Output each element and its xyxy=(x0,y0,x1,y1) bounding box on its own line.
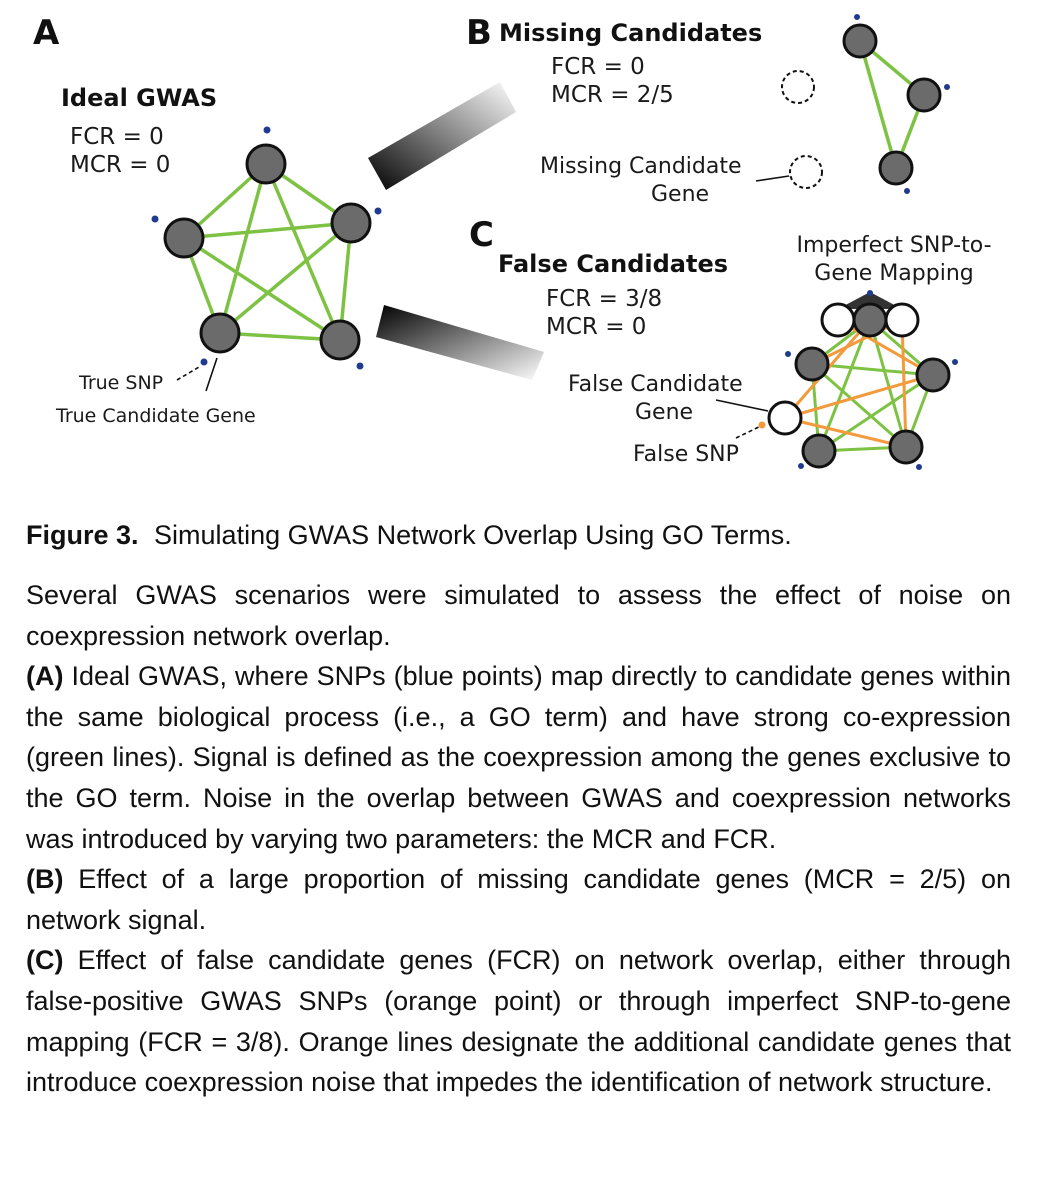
panel-a-title: Ideal GWAS xyxy=(61,84,217,112)
panel-a-fcr: FCR = 0 xyxy=(70,124,164,150)
panel-c-mcr: MCR = 0 xyxy=(546,314,646,340)
panel-c-fcr: FCR = 3/8 xyxy=(546,286,662,312)
panel-a-mcr: MCR = 0 xyxy=(70,152,170,178)
panel-b-mcr: MCR = 2/5 xyxy=(551,82,674,108)
gene-node xyxy=(888,429,924,465)
caption-b-text: Effect of a large proportion of missing … xyxy=(26,864,1011,935)
figure-diagram: A Ideal GWAS FCR = 0 MCR = 0 xyxy=(33,13,992,470)
snp-point xyxy=(200,358,208,366)
panel-c-orange-edges xyxy=(783,318,934,449)
gene-node xyxy=(319,319,361,361)
panel-c: C False Candidates FCR = 3/8 MCR = 0 Imp… xyxy=(469,215,992,470)
figure-label: Figure 3. xyxy=(26,520,139,550)
arrow-to-b xyxy=(368,82,516,190)
snp-point xyxy=(356,362,364,370)
gene-node xyxy=(842,23,878,59)
panel-a-true-snp: True SNP xyxy=(78,372,163,394)
snp-point xyxy=(151,215,159,223)
caption-title: Figure 3. Simulating GWAS Network Overla… xyxy=(26,515,1011,555)
caption-intro: Several GWAS scenarios were simulated to… xyxy=(26,580,1011,651)
panel-a: A Ideal GWAS FCR = 0 MCR = 0 xyxy=(33,13,382,427)
panel-a-letter: A xyxy=(33,13,60,53)
snp-point xyxy=(904,188,910,194)
panel-b-genes xyxy=(842,23,942,186)
panel-b-snps xyxy=(854,14,950,194)
panel-c-imperfect-line1: Imperfect SNP-to- xyxy=(796,233,991,258)
snp-point xyxy=(867,290,873,296)
panel-a-true-candidate: True Candidate Gene xyxy=(55,405,256,427)
panel-c-genes xyxy=(794,302,951,469)
caption-c-label: (C) xyxy=(26,945,64,976)
false-gene-node xyxy=(767,400,803,436)
gene-node xyxy=(794,346,830,382)
panel-b-letter: B xyxy=(466,13,492,53)
panel-c-title: False Candidates xyxy=(498,250,728,278)
gene-node xyxy=(801,433,837,469)
panel-c-mapping-fan xyxy=(838,292,902,309)
caption-b: (B) Effect of a large proportion of miss… xyxy=(26,859,1011,940)
panel-c-leaders xyxy=(715,399,769,439)
missing-gene-node xyxy=(789,155,823,189)
panel-a-leaders xyxy=(176,357,218,392)
panel-b-title: Missing Candidates xyxy=(499,19,762,47)
snp-point xyxy=(798,463,804,469)
snp-point xyxy=(916,464,922,470)
false-gene-node xyxy=(884,302,920,338)
panel-c-imperfect-line2: Gene Mapping xyxy=(814,261,973,286)
panel-a-genes xyxy=(163,143,372,361)
false-snp-point xyxy=(758,421,766,429)
figure-caption: Figure 3. Simulating GWAS Network Overla… xyxy=(26,515,1011,1103)
snp-point xyxy=(952,359,958,365)
panel-b: B Missing Candidates FCR = 0 MCR = 2/5 M… xyxy=(466,13,950,207)
gene-node xyxy=(878,150,914,186)
panel-b-missing-genes xyxy=(781,70,823,189)
panel-b-fcr: FCR = 0 xyxy=(551,54,645,80)
gene-node xyxy=(915,357,951,393)
caption-a: (A) Ideal GWAS, where SNPs (blue points)… xyxy=(26,656,1011,859)
caption-c: (C) Effect of false candidate genes (FCR… xyxy=(26,940,1011,1102)
snp-point xyxy=(944,84,950,90)
snp-point xyxy=(785,351,791,357)
panel-b-leader xyxy=(755,175,790,182)
panel-c-false-snp: False SNP xyxy=(633,442,739,467)
gene-node xyxy=(245,143,287,185)
caption-c-text: Effect of false candidate genes (FCR) on… xyxy=(26,945,1011,1098)
snp-point xyxy=(263,126,271,134)
gene-node xyxy=(199,312,241,354)
caption-a-label: (A) xyxy=(26,661,64,692)
snp-point xyxy=(374,207,382,215)
gene-node xyxy=(852,302,888,338)
panel-b-missing-line1: Missing Candidate xyxy=(540,154,742,179)
gene-node xyxy=(163,217,205,259)
panel-c-false-line1: False Candidate xyxy=(568,372,743,397)
false-gene-node xyxy=(820,302,856,338)
panel-c-false-genes xyxy=(767,302,920,436)
caption-b-label: (B) xyxy=(26,864,64,895)
caption-a-text: Ideal GWAS, where SNPs (blue points) map… xyxy=(26,661,1011,854)
arrow-to-c xyxy=(376,305,544,380)
panel-c-false-line2: Gene xyxy=(635,400,693,425)
figure-title: Simulating GWAS Network Overlap Using GO… xyxy=(154,520,792,550)
panel-c-letter: C xyxy=(469,215,494,255)
panel-a-edges xyxy=(182,162,353,342)
missing-gene-node xyxy=(781,70,815,104)
panel-b-missing-line2: Gene xyxy=(651,182,709,207)
gene-node xyxy=(906,77,942,113)
snp-point xyxy=(854,14,860,20)
panel-c-snps xyxy=(785,290,958,470)
panel-a-snps xyxy=(151,126,382,370)
gene-node xyxy=(330,202,372,244)
